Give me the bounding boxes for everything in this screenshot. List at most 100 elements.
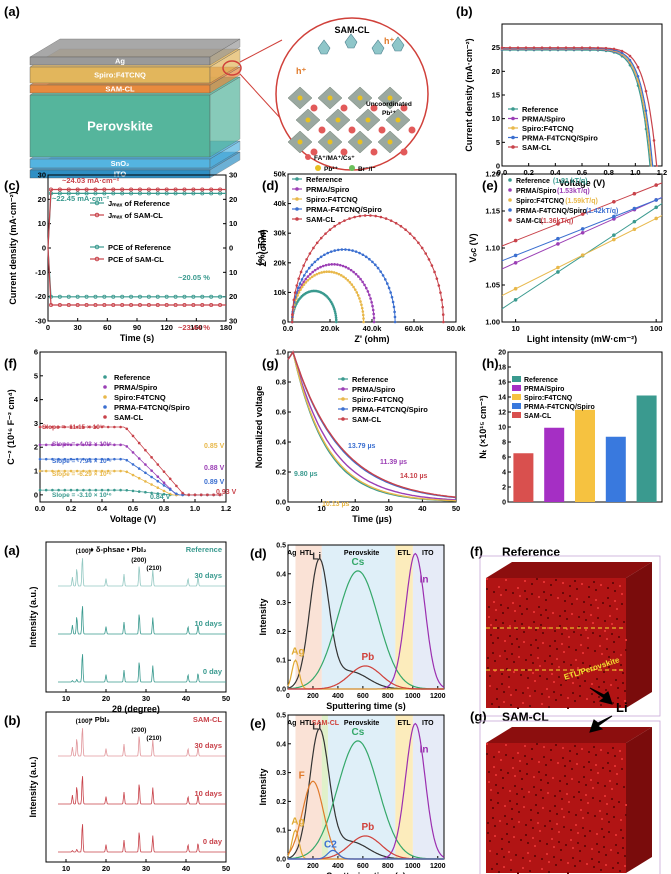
y-axis-label: Intensity bbox=[258, 768, 268, 805]
x-tick-label: 200 bbox=[307, 863, 319, 870]
stability-point bbox=[66, 294, 71, 299]
noise bbox=[536, 743, 538, 745]
ms-point bbox=[131, 451, 135, 454]
chart-g: 0 10 20 30 40 50 0.0 0.2 0.4 0.6 0.8 1.0 Time (µs) No… bbox=[254, 348, 460, 525]
stability-point bbox=[182, 187, 187, 192]
noise bbox=[584, 670, 586, 672]
noise bbox=[494, 835, 496, 837]
legend-entry: Jₘₐₓ of SAM-CL bbox=[108, 211, 163, 220]
stability-point bbox=[218, 294, 223, 299]
legend-entry: SAM-CL bbox=[352, 415, 382, 424]
legend-entry: Reference bbox=[522, 105, 558, 114]
annotation: ~23.44 % bbox=[178, 323, 210, 332]
stability-point bbox=[57, 191, 62, 196]
noise bbox=[548, 871, 550, 873]
layer-top bbox=[29, 38, 241, 58]
eis-point bbox=[393, 320, 397, 324]
noise bbox=[619, 585, 621, 587]
noise bbox=[563, 826, 565, 828]
noise bbox=[595, 754, 597, 756]
x-axis-label: Time (s) bbox=[120, 333, 154, 343]
noise bbox=[614, 600, 616, 602]
noise bbox=[495, 784, 497, 786]
noise bbox=[531, 748, 533, 750]
noise bbox=[511, 818, 513, 820]
y-tick-label: 10 bbox=[498, 425, 506, 432]
plot-frame bbox=[287, 351, 457, 503]
noise bbox=[598, 696, 600, 698]
y-tick-label: 12 bbox=[498, 410, 506, 417]
noise bbox=[599, 645, 601, 647]
noise bbox=[488, 781, 490, 783]
sample-name: SAM-CL bbox=[193, 715, 223, 724]
stability-point bbox=[57, 303, 62, 308]
noise bbox=[486, 578, 488, 580]
ms-point bbox=[119, 443, 122, 447]
stability-point bbox=[146, 294, 151, 299]
ms-point bbox=[175, 492, 178, 496]
noise bbox=[508, 686, 510, 688]
species-label: Pb bbox=[361, 822, 374, 833]
jv-point bbox=[588, 46, 592, 50]
legend-entry: SAM-CL bbox=[524, 413, 552, 420]
legend-marker bbox=[341, 387, 345, 391]
noise bbox=[585, 619, 587, 621]
noise bbox=[560, 859, 562, 861]
ms-point bbox=[82, 425, 85, 429]
chart-f: 0.0 0.2 0.4 0.6 0.8 1.0 1.2 0 1 2 3 4 5 6 Voltage (V) C… bbox=[6, 348, 237, 525]
panel-label: (h) bbox=[482, 356, 499, 371]
stability-point bbox=[137, 191, 142, 196]
sam-molecule bbox=[371, 39, 385, 55]
noise bbox=[582, 652, 584, 654]
panel-label: (e) bbox=[482, 178, 498, 193]
legend-entry: PCE of Reference bbox=[108, 243, 171, 252]
legend-swatch bbox=[512, 394, 521, 400]
noise bbox=[509, 625, 511, 627]
ms-point bbox=[144, 490, 147, 494]
slope-annotation: Slope = -11.15 × 10¹⁶ bbox=[42, 424, 105, 431]
noise bbox=[491, 868, 493, 870]
ms-point bbox=[38, 443, 42, 447]
noise bbox=[590, 779, 592, 781]
tau-annotation: 10.13 µs bbox=[322, 501, 349, 508]
noise bbox=[595, 764, 597, 766]
x-tick-label: 180 bbox=[220, 323, 233, 332]
noise bbox=[577, 832, 579, 834]
noise bbox=[588, 586, 590, 588]
noise bbox=[492, 817, 494, 819]
noise bbox=[505, 754, 507, 756]
pb-atom bbox=[297, 139, 303, 145]
noise bbox=[562, 757, 564, 759]
sims-Cs bbox=[287, 740, 444, 860]
noise bbox=[549, 645, 551, 647]
noise bbox=[564, 610, 566, 612]
legend-marker bbox=[508, 188, 512, 192]
y-tick-label: 0.2 bbox=[276, 799, 286, 806]
noise bbox=[617, 862, 619, 864]
noise bbox=[490, 634, 492, 636]
ms-point bbox=[156, 479, 160, 483]
sims-C2 bbox=[288, 849, 444, 860]
noise bbox=[498, 871, 500, 873]
noise bbox=[568, 811, 570, 813]
x-tick-label: 1.0 bbox=[190, 504, 200, 513]
pb-atom bbox=[387, 139, 393, 145]
noise bbox=[487, 667, 489, 669]
jv-point bbox=[612, 47, 616, 51]
ms-point bbox=[44, 488, 48, 492]
noise bbox=[513, 671, 515, 673]
noise bbox=[554, 640, 556, 642]
noise bbox=[570, 664, 572, 666]
vbi-annotation: 0.85 V bbox=[204, 443, 225, 450]
noise bbox=[502, 777, 504, 779]
stability-point bbox=[120, 294, 125, 299]
legend-entry: PRMA/Spiro bbox=[306, 185, 350, 194]
x-tick-label: 30 bbox=[385, 504, 393, 513]
y-tick-label: 20 bbox=[492, 67, 500, 76]
noise bbox=[560, 684, 562, 686]
stability-point bbox=[155, 303, 160, 308]
y-tick-label: 1.10 bbox=[485, 244, 500, 253]
noise bbox=[499, 655, 501, 657]
noise bbox=[562, 747, 564, 749]
